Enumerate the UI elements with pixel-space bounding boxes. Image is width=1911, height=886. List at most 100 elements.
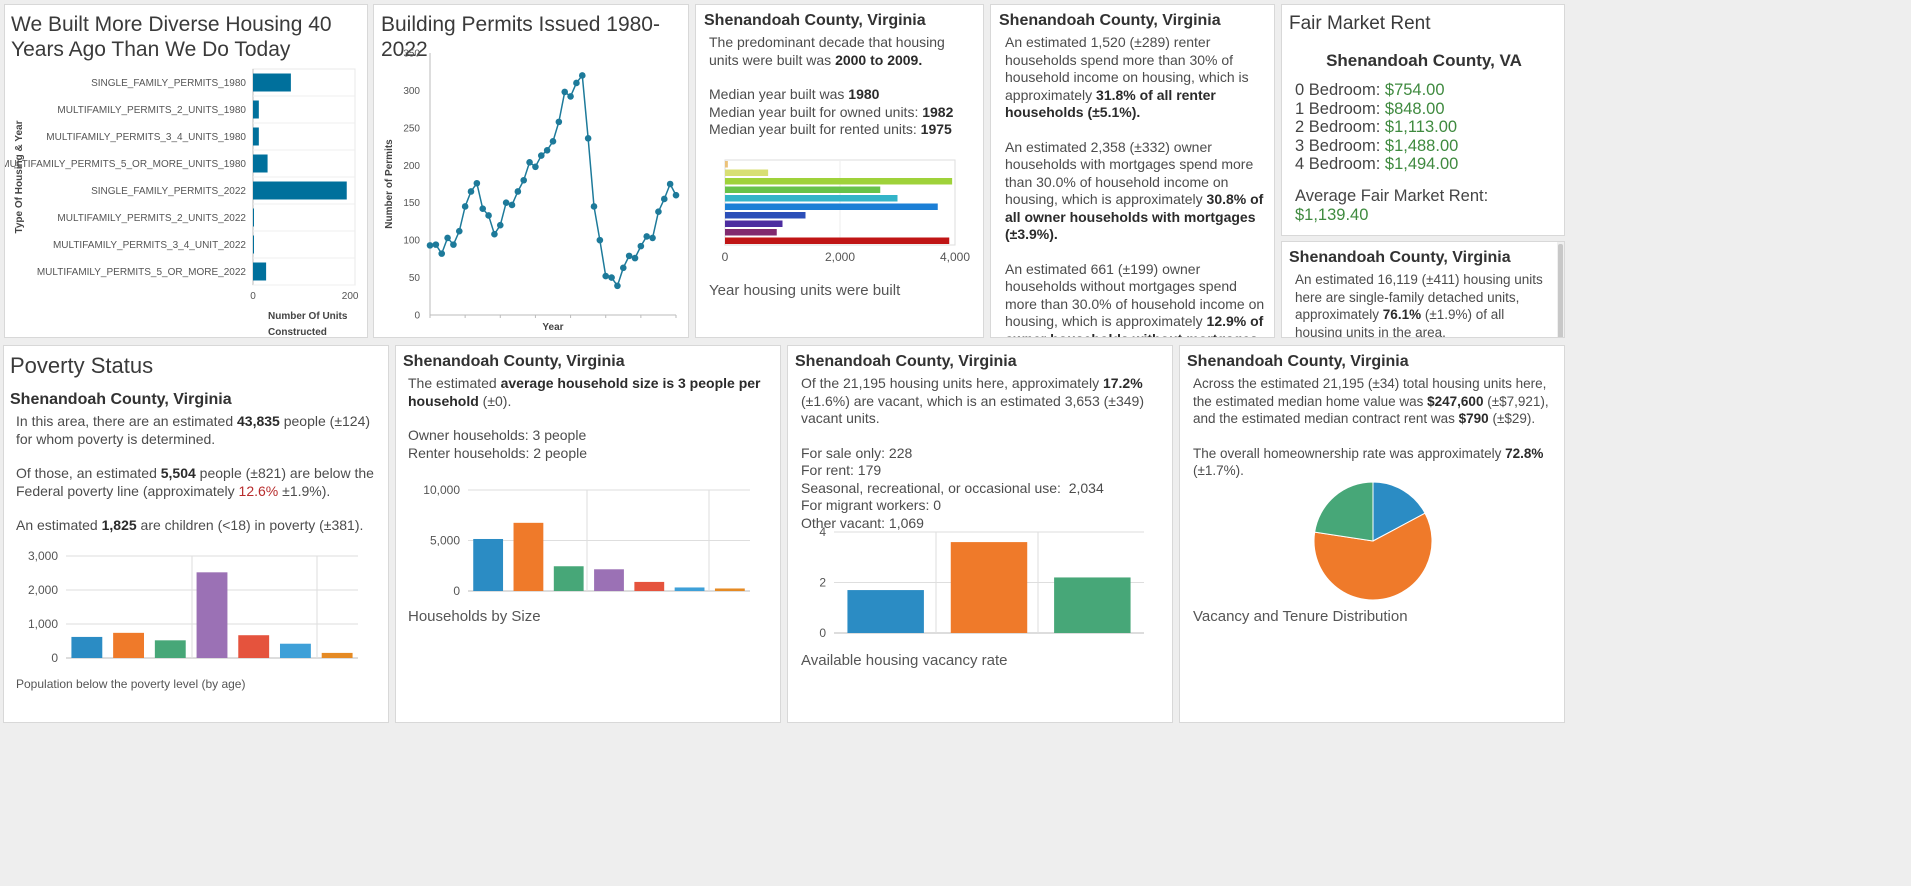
panel-subtitle: Shenandoah County, Virginia bbox=[10, 391, 232, 408]
data-point bbox=[649, 234, 656, 242]
chart-caption: Households by Size bbox=[408, 608, 541, 625]
data-point bbox=[444, 234, 451, 242]
panel-title: Poverty Status bbox=[10, 353, 154, 378]
vacancy-rate: 17.2% bbox=[1102, 375, 1143, 391]
single-family-value: 76.1% bbox=[1382, 307, 1422, 322]
data-point bbox=[491, 230, 498, 238]
single-family-pre: An estimated 16,119 (±411) housing units… bbox=[1295, 272, 1543, 322]
average-rent-value: $1,139.40 bbox=[1295, 206, 1369, 224]
data-point bbox=[508, 201, 516, 209]
bar bbox=[253, 208, 254, 227]
category-label: MULTIFAMILY_PERMITS_5_OR_MORE_2022 bbox=[37, 267, 247, 278]
y-tick-label: 10,000 bbox=[423, 483, 460, 497]
rent-row-label: 3 Bedroom: bbox=[1295, 136, 1385, 155]
rent-list: 0 Bedroom: $754.00 1 Bedroom: $848.00 2 Be… bbox=[1295, 81, 1458, 174]
data-point bbox=[473, 179, 481, 187]
x-tick-label: 4,000 bbox=[940, 250, 970, 264]
owned-label: Median year built for owned units: bbox=[709, 103, 923, 120]
bar bbox=[238, 635, 270, 658]
people-count: 43,835 bbox=[237, 413, 280, 429]
scrollbar-thumb[interactable] bbox=[1558, 244, 1563, 337]
data-point bbox=[573, 79, 580, 87]
below-line-count: 5,504 bbox=[160, 465, 196, 481]
y-tick-label: 250 bbox=[403, 123, 420, 134]
y-tick-label: 0 bbox=[414, 311, 420, 322]
y-tick-label: 0 bbox=[453, 584, 460, 598]
average-rent: Average Fair Market Rent: $1,139.40 bbox=[1295, 187, 1564, 225]
bar bbox=[634, 581, 665, 591]
panel-cost-burden: Shenandoah County, Virginia An estimated… bbox=[990, 4, 1275, 338]
data-point bbox=[461, 203, 469, 210]
year-built-text: The predominant decade that housing unit… bbox=[709, 34, 977, 139]
category-label: MULTIFAMILY_PERMITS_5_OR_MORE_UNITS_1980 bbox=[5, 159, 246, 170]
mortgage-text: An estimated 2,358 (±332) owner househol… bbox=[1005, 138, 1254, 208]
mortgage-value: 30.8% of all owner households with mortg… bbox=[1005, 191, 1264, 242]
seasonal-line: Seasonal, recreational, or occasional us… bbox=[801, 479, 1104, 496]
renter-value: 31.8% of all renter households (±5.1%). bbox=[1005, 86, 1216, 121]
data-point bbox=[655, 208, 662, 215]
pie-slice bbox=[1314, 481, 1374, 542]
panel-household-size: Shenandoah County, Virginia The estimate… bbox=[395, 345, 781, 723]
bar bbox=[714, 588, 745, 591]
bar bbox=[71, 636, 103, 658]
rent-row: 1 Bedroom: $848.00 bbox=[1295, 100, 1458, 119]
rented-value: 1975 bbox=[920, 121, 952, 137]
y-tick-label: 4 bbox=[819, 525, 826, 539]
bar bbox=[513, 522, 544, 591]
panel-tenure: Shenandoah County, Virginia Across the e… bbox=[1179, 345, 1565, 723]
category-label: MULTIFAMILY_PERMITS_2_UNITS_1980 bbox=[57, 105, 246, 116]
data-point bbox=[666, 180, 674, 188]
bar bbox=[113, 632, 145, 658]
county-name: Shenandoah County, VA bbox=[1326, 51, 1522, 70]
data-point bbox=[426, 242, 434, 249]
no-mortgage-value: 12.9% of owner households without mortga… bbox=[1005, 313, 1264, 337]
data-point bbox=[590, 203, 598, 210]
y-tick-label: 2,000 bbox=[28, 583, 58, 597]
scrollbar[interactable] bbox=[1557, 242, 1564, 337]
bar bbox=[1054, 577, 1131, 633]
median-home-value: $247,600 bbox=[1427, 393, 1484, 409]
bar bbox=[196, 572, 228, 658]
owner-households: Owner households: 3 people bbox=[408, 427, 587, 443]
single-family-post: (±1.9%) of all housing units in the area… bbox=[1295, 307, 1505, 338]
bar bbox=[253, 235, 254, 254]
rent-row: 0 Bedroom: $754.00 bbox=[1295, 81, 1458, 100]
y-tick-label: 2 bbox=[819, 576, 826, 590]
data-point bbox=[532, 163, 539, 171]
rent-row-label: 0 Bedroom: bbox=[1295, 81, 1385, 99]
bar bbox=[674, 587, 705, 591]
panel-single-family: Shenandoah County, Virginia An estimated… bbox=[1281, 241, 1565, 338]
bar bbox=[725, 178, 953, 185]
predominant-value: 2000 to 2009. bbox=[835, 51, 923, 68]
bar bbox=[725, 161, 728, 168]
data-point bbox=[496, 221, 504, 229]
y-axis-title: Type Of Housing & Year bbox=[14, 120, 25, 233]
panel-title: Fair Market Rent bbox=[1289, 13, 1431, 34]
data-point bbox=[602, 272, 610, 280]
category-label: SINGLE_FAMILY_PERMITS_2022 bbox=[91, 186, 246, 197]
data-point bbox=[625, 252, 633, 260]
data-point bbox=[608, 274, 615, 281]
homeownership-rate: 72.8% bbox=[1505, 445, 1544, 461]
bar bbox=[253, 73, 291, 92]
data-point bbox=[614, 282, 621, 290]
bar bbox=[553, 566, 584, 591]
bar bbox=[253, 262, 267, 281]
y-tick-label: 300 bbox=[403, 86, 420, 97]
renter-text: An estimated 1,520 (±289) renter househo… bbox=[1005, 34, 1249, 103]
chart-caption: Population below the poverty level (by a… bbox=[16, 677, 246, 691]
category-label: SINGLE_FAMILY_PERMITS_1980 bbox=[91, 78, 246, 89]
rent-row: 3 Bedroom: $1,488.00 bbox=[1295, 137, 1458, 156]
own-pre: The overall homeownership rate was appro… bbox=[1193, 445, 1506, 461]
bar bbox=[253, 154, 268, 173]
data-point bbox=[631, 254, 639, 262]
data-point bbox=[438, 250, 446, 257]
category-label: MULTIFAMILY_PERMITS_2_UNITS_2022 bbox=[57, 213, 246, 224]
data-point bbox=[549, 138, 557, 145]
median-rent: $790 bbox=[1458, 411, 1489, 426]
panel-vacancy: Shenandoah County, Virginia Of the 21,19… bbox=[787, 345, 1173, 723]
for-rent-line: For rent: 179 bbox=[801, 462, 882, 478]
permits-line-chart: 0 50 100 150 200 250 300 350 Year Number of Permi… bbox=[384, 49, 680, 333]
p2-mid: people (±821) are below the Federal pove… bbox=[16, 465, 374, 499]
data-point bbox=[561, 88, 569, 96]
